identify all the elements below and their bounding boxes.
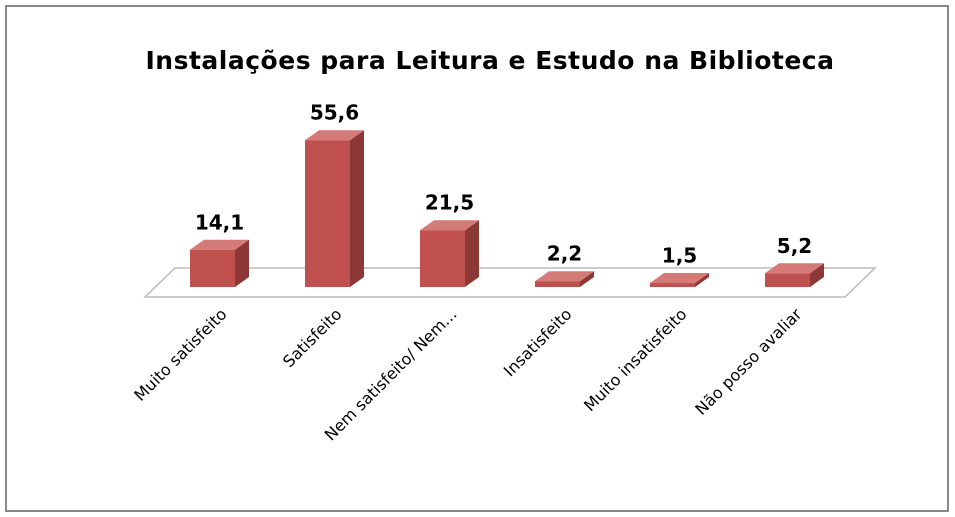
value-label: 1,5: [662, 244, 697, 268]
bar-side: [350, 130, 364, 287]
bar-side: [580, 271, 594, 287]
bar-top: [650, 273, 709, 284]
bar-side: [695, 273, 709, 287]
value-label: 2,2: [547, 242, 582, 266]
bar: [420, 230, 465, 287]
bar: [190, 249, 235, 287]
value-label: 5,2: [777, 234, 812, 258]
bar-top: [535, 271, 594, 282]
bar: [305, 140, 350, 287]
bar: [650, 283, 695, 287]
bar-top: [305, 130, 364, 141]
bar-side: [810, 263, 824, 287]
chart-title: Instalações para Leitura e Estudo na Bib…: [146, 46, 835, 75]
value-label: 55,6: [310, 101, 359, 125]
bar: [765, 273, 810, 287]
bar-top: [420, 220, 479, 231]
bar-side: [235, 239, 249, 287]
value-label: 14,1: [195, 210, 244, 234]
value-label: 21,5: [425, 191, 474, 215]
bar-top: [190, 239, 249, 250]
bar-side: [465, 220, 479, 287]
bar-top: [765, 263, 824, 274]
bar: [535, 281, 580, 287]
